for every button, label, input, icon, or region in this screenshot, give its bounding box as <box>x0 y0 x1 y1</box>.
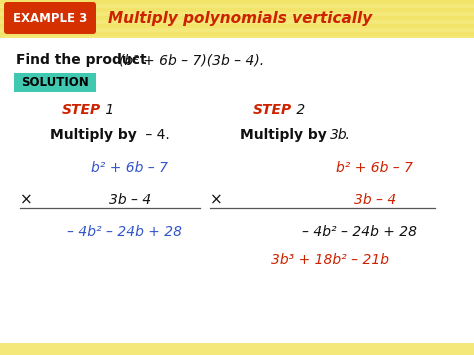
Text: Multiply by: Multiply by <box>240 128 327 142</box>
Bar <box>0 96 474 100</box>
Bar <box>0 168 474 172</box>
Bar <box>0 343 474 355</box>
Bar <box>0 8 474 12</box>
Bar <box>0 72 474 76</box>
Bar <box>0 304 474 308</box>
Bar <box>0 176 474 180</box>
Bar <box>0 248 474 252</box>
Bar <box>0 264 474 268</box>
Bar <box>0 104 474 108</box>
Text: 3b – 4: 3b – 4 <box>354 193 396 207</box>
Text: STEP: STEP <box>253 103 292 117</box>
Text: – 4b² – 24b + 28: – 4b² – 24b + 28 <box>67 225 182 239</box>
Bar <box>0 240 474 244</box>
Text: 3b³ + 18b² – 21b: 3b³ + 18b² – 21b <box>271 253 389 267</box>
Text: 3b – 4: 3b – 4 <box>109 193 151 207</box>
Bar <box>0 144 474 148</box>
Text: (b² + 6b – 7)(3b – 4).: (b² + 6b – 7)(3b – 4). <box>119 53 264 67</box>
Bar <box>0 0 474 4</box>
Bar <box>0 312 474 316</box>
Bar <box>0 232 474 236</box>
Bar <box>0 64 474 68</box>
Text: EXAMPLE 3: EXAMPLE 3 <box>13 12 87 26</box>
Bar <box>0 38 474 343</box>
Bar <box>0 328 474 332</box>
Text: SOLUTION: SOLUTION <box>21 76 89 89</box>
Bar <box>0 24 474 28</box>
Text: ×: × <box>20 192 33 208</box>
Text: – 4b² – 24b + 28: – 4b² – 24b + 28 <box>302 225 418 239</box>
Text: – 4.: – 4. <box>141 128 170 142</box>
Bar <box>0 120 474 124</box>
Bar <box>0 288 474 292</box>
Text: ×: × <box>210 192 223 208</box>
Bar <box>0 280 474 284</box>
Bar <box>0 320 474 324</box>
Bar <box>0 208 474 212</box>
Bar <box>0 224 474 228</box>
Text: STEP: STEP <box>62 103 101 117</box>
Bar <box>0 0 474 4</box>
Text: .: . <box>345 128 349 142</box>
Bar <box>0 0 474 38</box>
Bar <box>0 272 474 276</box>
Bar <box>0 8 474 12</box>
Text: Multiply polynomials vertically: Multiply polynomials vertically <box>108 11 372 27</box>
Bar <box>0 344 474 348</box>
Text: Multiply by: Multiply by <box>50 128 137 142</box>
Text: 3b: 3b <box>330 128 347 142</box>
Bar <box>0 256 474 260</box>
Bar <box>0 136 474 140</box>
Bar <box>0 200 474 204</box>
Bar <box>0 216 474 220</box>
Bar <box>0 112 474 116</box>
Text: b² + 6b – 7: b² + 6b – 7 <box>91 161 168 175</box>
Bar <box>14 73 96 92</box>
Bar <box>0 80 474 84</box>
Bar <box>0 184 474 188</box>
Text: 1: 1 <box>101 103 114 117</box>
Bar <box>0 336 474 340</box>
Bar <box>0 152 474 156</box>
Text: Find the product: Find the product <box>16 53 152 67</box>
FancyBboxPatch shape <box>4 2 96 34</box>
Bar <box>0 48 474 52</box>
Bar <box>0 16 474 20</box>
Bar <box>0 160 474 164</box>
Bar <box>0 16 474 20</box>
Bar <box>0 24 474 28</box>
Bar <box>0 296 474 300</box>
Bar <box>0 40 474 44</box>
Bar <box>0 56 474 60</box>
Bar <box>0 128 474 132</box>
Text: b² + 6b – 7: b² + 6b – 7 <box>337 161 413 175</box>
Bar <box>0 192 474 196</box>
Bar <box>0 88 474 92</box>
Bar <box>0 352 474 355</box>
Bar <box>0 32 474 36</box>
Text: 2: 2 <box>292 103 305 117</box>
Bar <box>0 32 474 36</box>
